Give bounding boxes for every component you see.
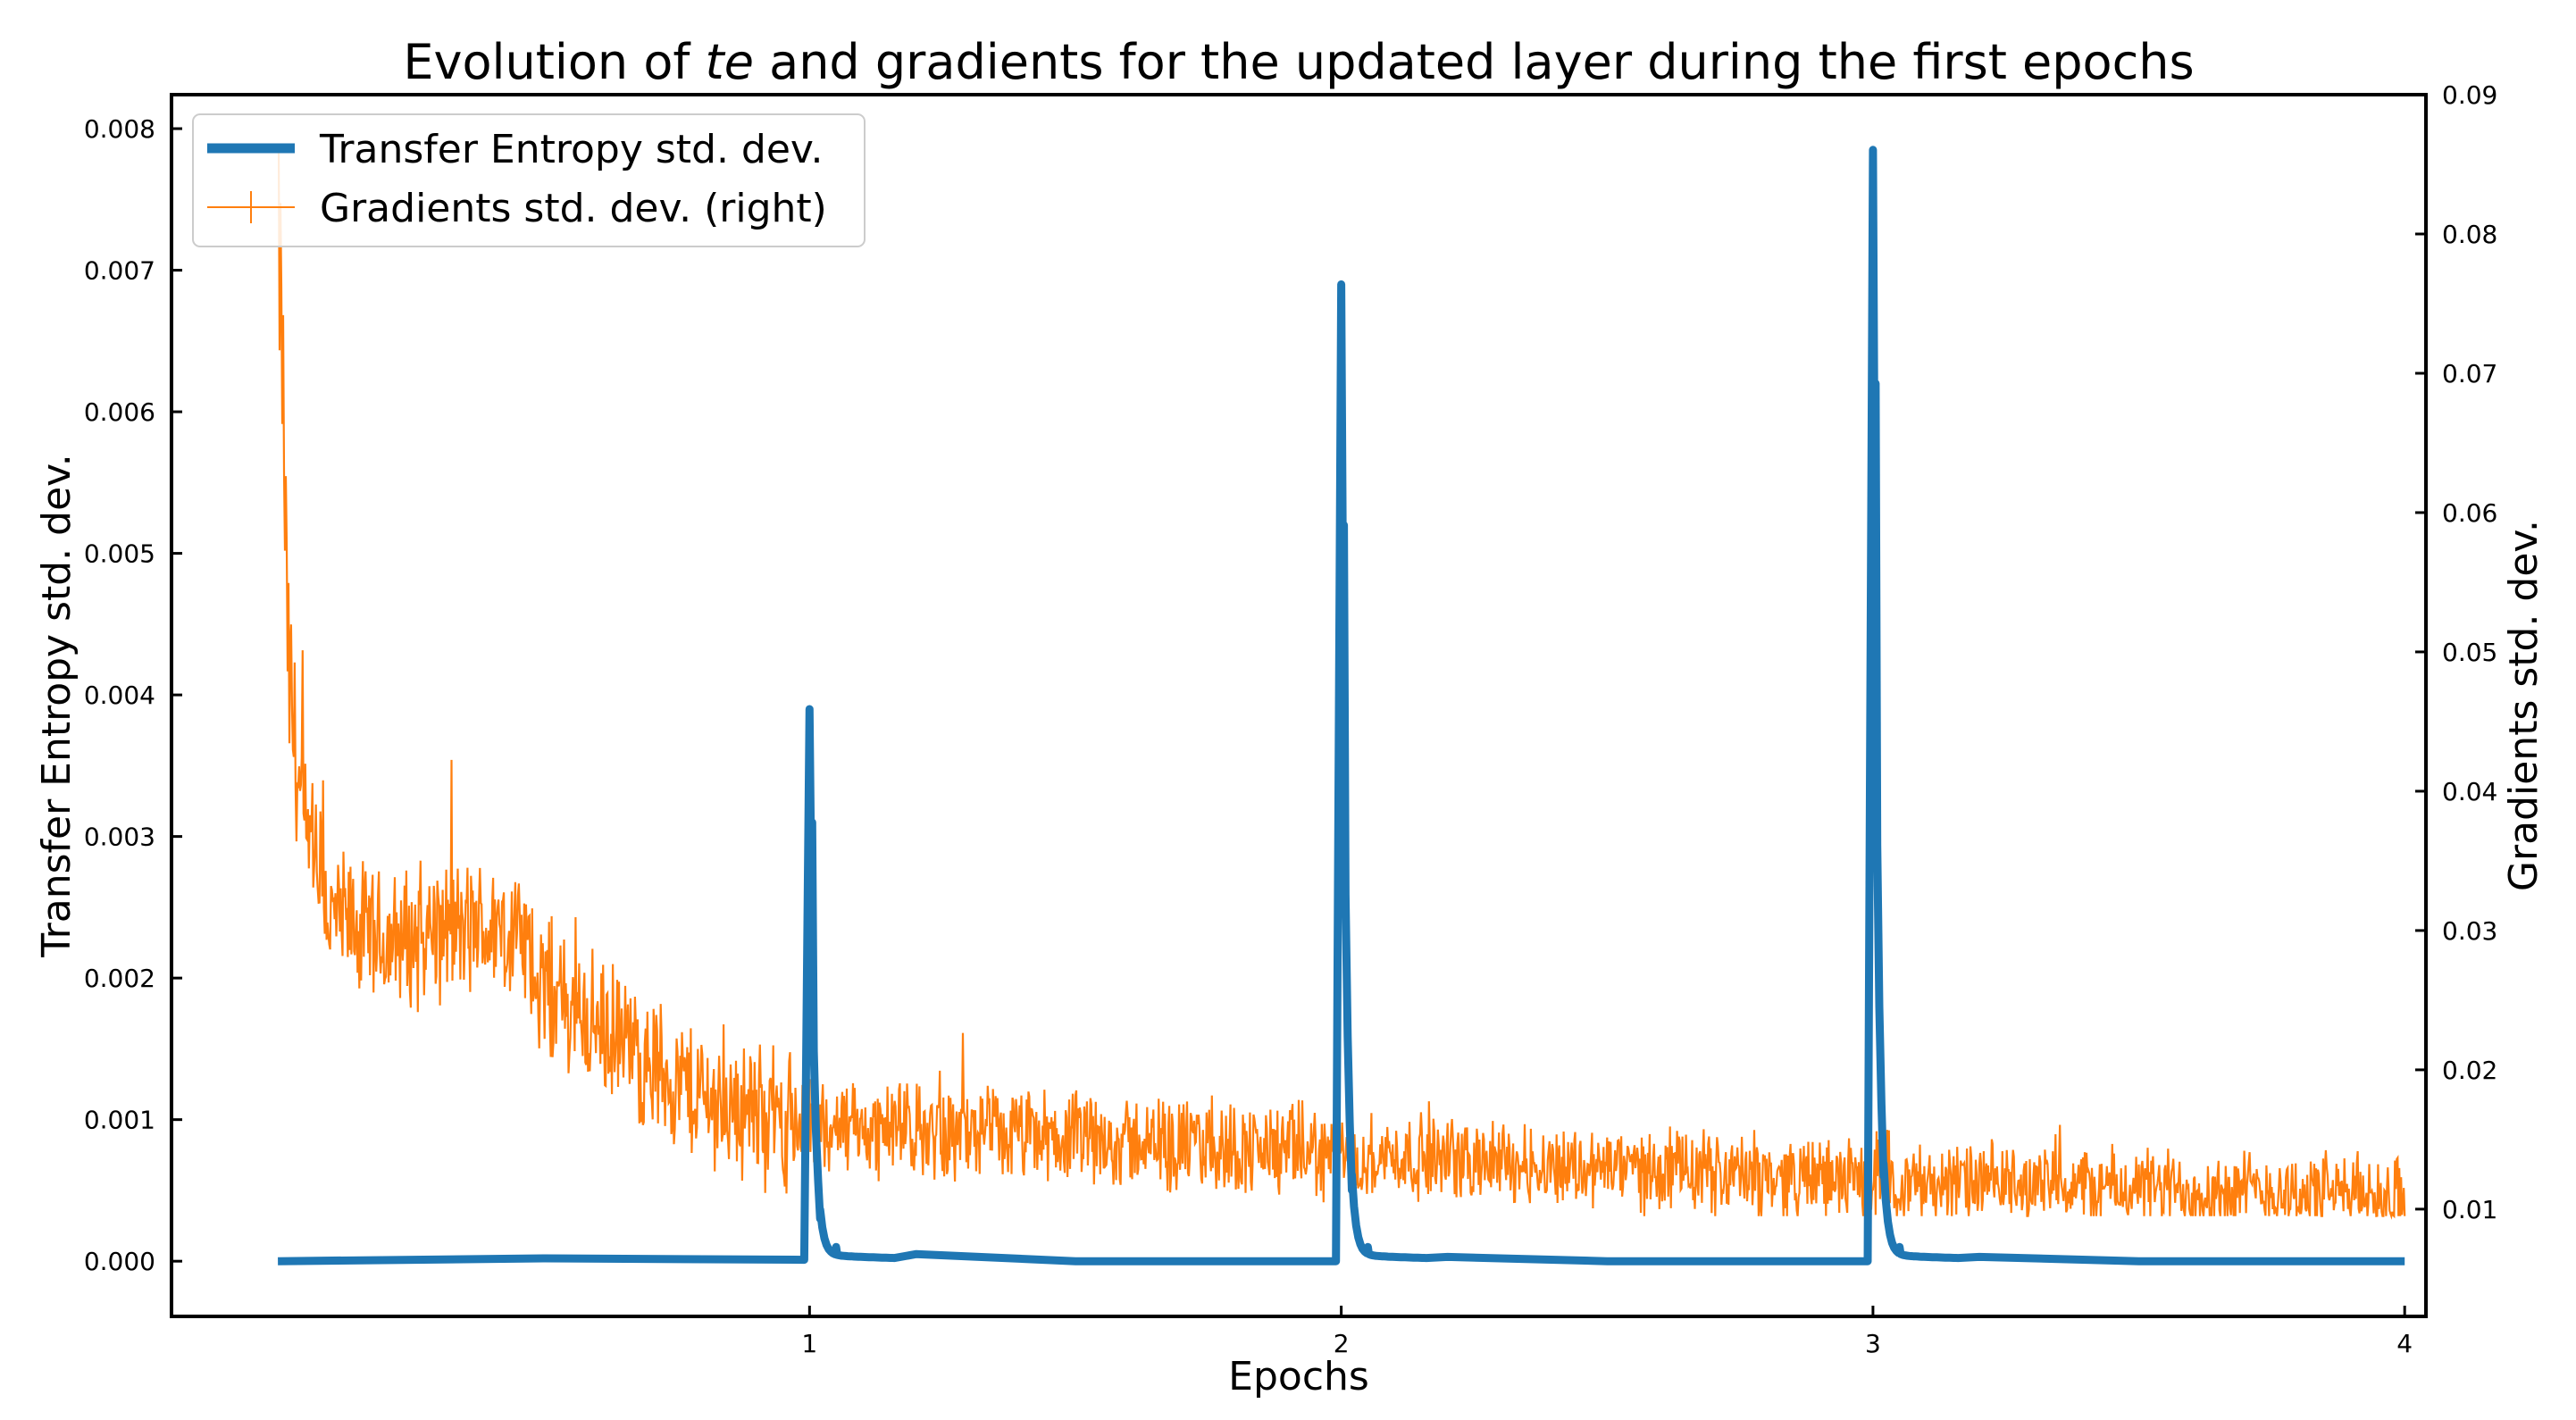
- y-right-tick-label: 0.02: [2442, 1056, 2497, 1085]
- transfer-entropy-std-dev-line: [278, 146, 2405, 1265]
- y-left-tick-label: 0.008: [84, 114, 155, 144]
- x-tick-label: 1: [801, 1329, 817, 1358]
- legend-label-grad: Gradients std. dev. (right): [320, 186, 827, 231]
- y-right-tick-label: 0.06: [2442, 498, 2497, 528]
- y-left-tick-label: 0.003: [84, 823, 155, 852]
- chart-title-italic: te: [706, 34, 754, 90]
- chart-title-prefix: Evolution of: [403, 34, 705, 90]
- y-right-tick-label: 0.08: [2442, 220, 2497, 249]
- x-tick-label: 3: [1865, 1329, 1881, 1358]
- y-left-tick-label: 0.007: [84, 256, 155, 286]
- chart-title: Evolution of te and gradients for the up…: [403, 34, 2194, 90]
- ticks-layer: 1 2 3 4 0.000 0.001 0.002 0.003 0.004 0.005 0.006 0…: [84, 80, 2498, 1358]
- y-left-tick-label: 0.001: [84, 1106, 155, 1135]
- y-right-tick-label: 0.03: [2442, 916, 2497, 946]
- x-axis-title: Epochs: [1228, 1354, 1369, 1399]
- plot-frame: [170, 93, 2428, 1318]
- y-right-tick-label: 0.09: [2442, 80, 2497, 110]
- y-left-tick-label: 0.005: [84, 539, 155, 569]
- y-right-tick-label: 0.01: [2442, 1195, 2497, 1224]
- x-tick-label: 2: [1334, 1329, 1350, 1358]
- y-right-tick-label: 0.05: [2442, 638, 2497, 667]
- y-right-tick-label: 0.07: [2442, 359, 2497, 388]
- y-left-tick-label: 0.002: [84, 964, 155, 993]
- series-layer: [277, 143, 2406, 1265]
- gradients-std-dev-line: [277, 143, 2406, 1220]
- x-tick-label: 4: [2396, 1329, 2413, 1358]
- y-left-tick-label: 0.006: [84, 397, 155, 427]
- y-right-tick-label: 0.04: [2442, 777, 2497, 806]
- y-axis-title-right: Gradients std. dev.: [2501, 520, 2547, 891]
- chart-title-suffix: and gradients for the updated layer duri…: [754, 34, 2195, 90]
- y-left-tick-label: 0.004: [84, 681, 155, 710]
- legend-label-te: Transfer Entropy std. dev.: [319, 127, 824, 172]
- legend: Transfer Entropy std. dev. Gradients std…: [192, 113, 866, 247]
- legend-box: [192, 113, 866, 247]
- y-axis-title-left: Transfer Entropy std. dev.: [34, 454, 79, 958]
- y-left-tick-label: 0.000: [84, 1247, 155, 1276]
